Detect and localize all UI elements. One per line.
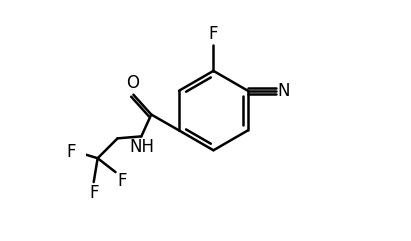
Text: N: N: [277, 82, 290, 100]
Text: F: F: [209, 25, 218, 43]
Text: F: F: [89, 184, 99, 202]
Text: NH: NH: [130, 138, 155, 156]
Text: F: F: [118, 172, 127, 190]
Text: O: O: [126, 74, 139, 92]
Text: F: F: [66, 143, 76, 161]
